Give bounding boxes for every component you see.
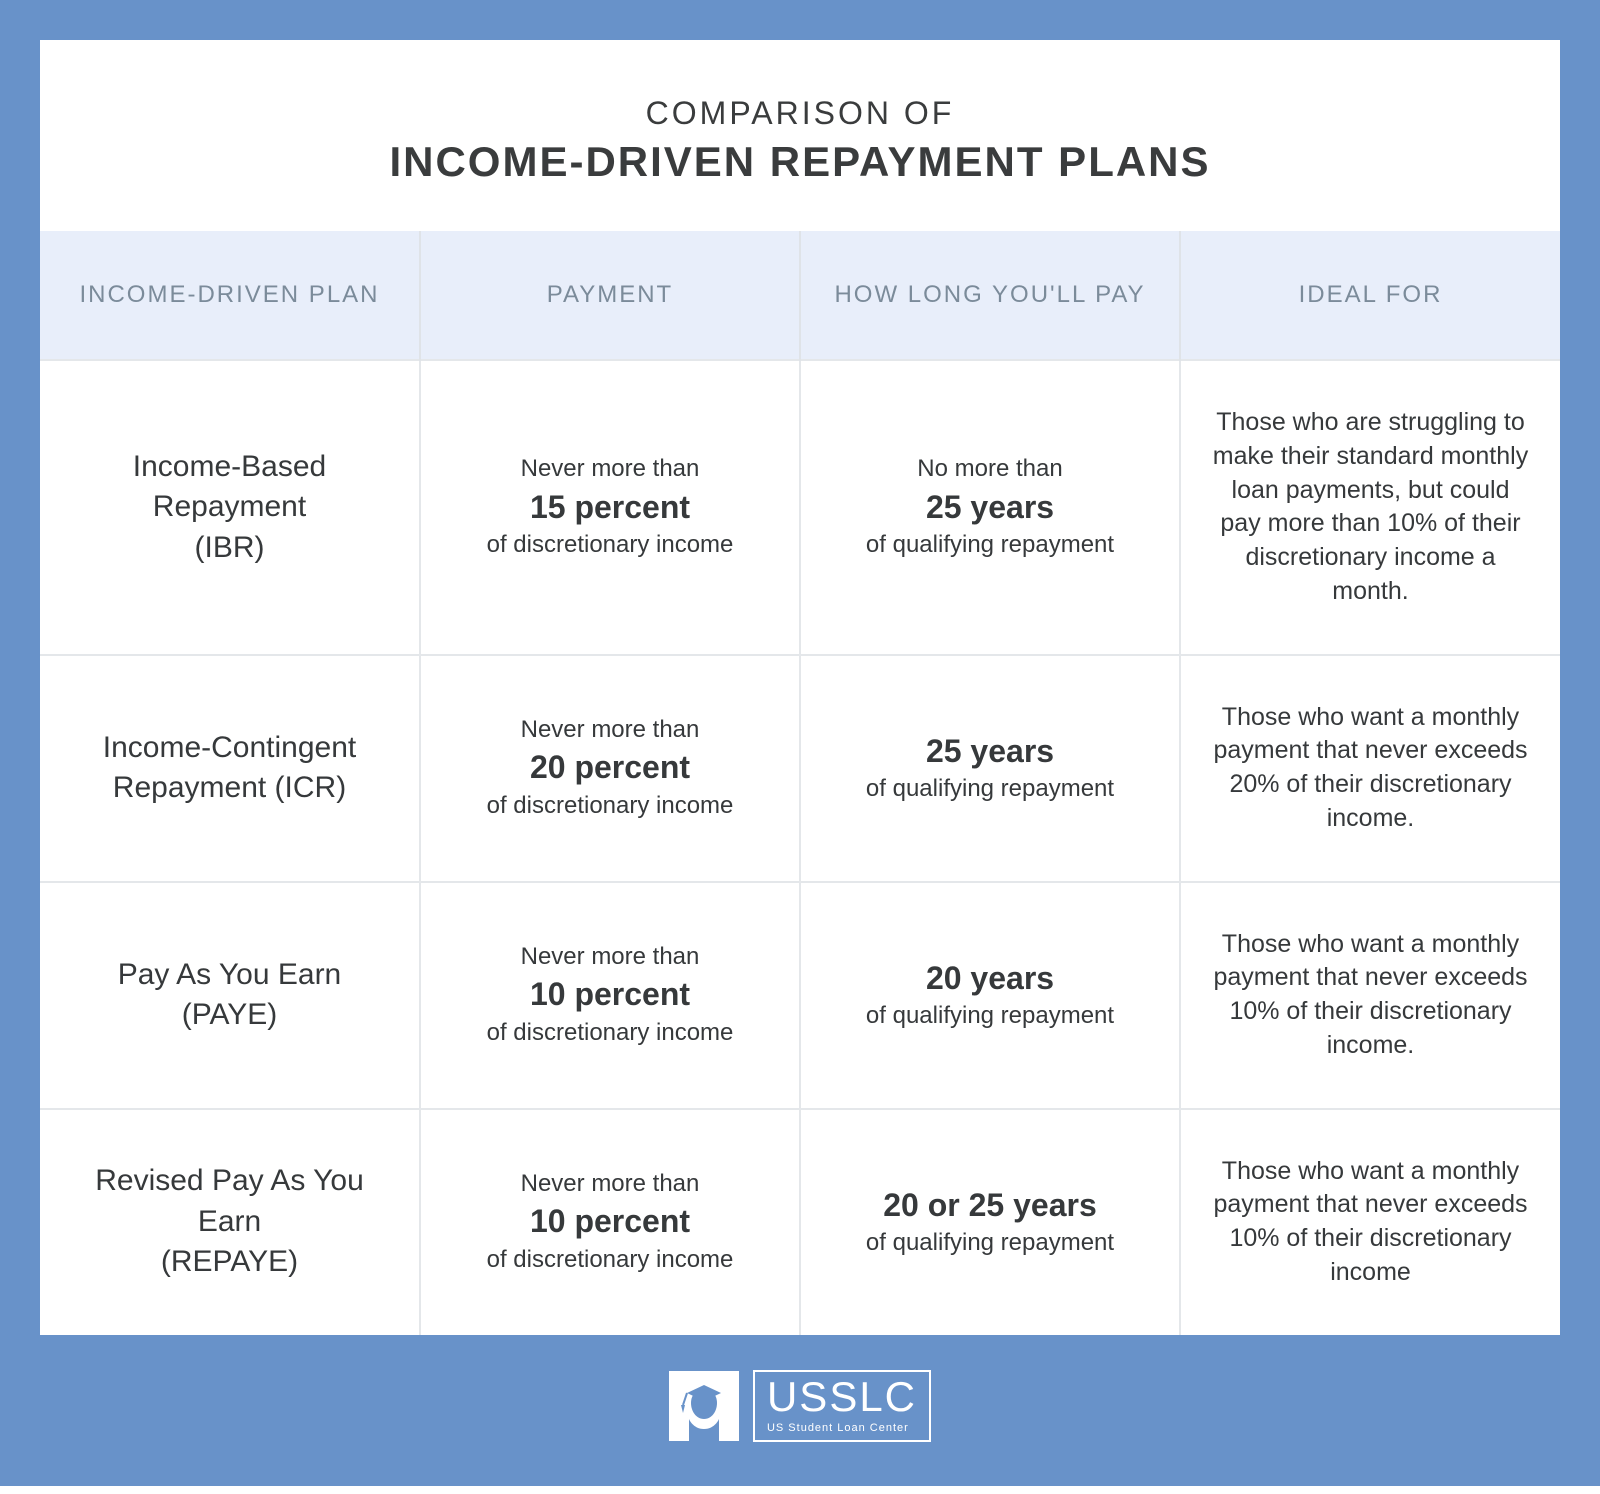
dur-bold: 20 years [831, 957, 1149, 1000]
cell-plan: Income-Contingent Repayment (ICR) [40, 655, 420, 882]
pay-post: of discretionary income [451, 1017, 769, 1049]
card: COMPARISON OF INCOME-DRIVEN REPAYMENT PL… [40, 40, 1560, 1335]
dur-bold: 20 or 25 years [831, 1184, 1149, 1227]
table-row: Pay As You Earn (PAYE) Never more than10 p… [40, 882, 1560, 1109]
pay-pre: Never more than [451, 453, 769, 485]
plan-line2: (IBR) [195, 531, 265, 564]
graduate-icon [669, 1371, 739, 1441]
cell-plan: Revised Pay As You Earn (REPAYE) [40, 1109, 420, 1335]
cell-duration: No more than25 yearsof qualifying repaym… [800, 360, 1180, 655]
title-block: COMPARISON OF INCOME-DRIVEN REPAYMENT PL… [40, 40, 1560, 231]
logo: USSLC US Student Loan Center [669, 1370, 931, 1442]
plan-line2: (REPAYE) [161, 1245, 298, 1278]
pay-bold: 20 percent [451, 746, 769, 789]
title-pre: COMPARISON OF [60, 95, 1540, 132]
cell-plan: Income-Based Repayment (IBR) [40, 360, 420, 655]
cell-ideal: Those who want a monthly payment that ne… [1180, 1109, 1560, 1335]
dur-bold: 25 years [831, 730, 1149, 773]
col-duration: HOW LONG YOU'LL PAY [800, 231, 1180, 360]
plan-line1: Pay As You Earn [118, 958, 342, 991]
cell-ideal: Those who are struggling to make their s… [1180, 360, 1560, 655]
dur-post: of qualifying repayment [831, 1000, 1149, 1032]
ideal-text: Those who want a monthly payment that ne… [1211, 701, 1530, 836]
footer: USSLC US Student Loan Center [40, 1335, 1560, 1456]
plan-line2: Repayment (ICR) [113, 771, 346, 804]
outer-frame: COMPARISON OF INCOME-DRIVEN REPAYMENT PL… [0, 0, 1600, 1486]
cell-payment: Never more than15 percentof discretionar… [420, 360, 800, 655]
col-payment: PAYMENT [420, 231, 800, 360]
table-header-row: INCOME-DRIVEN PLAN PAYMENT HOW LONG YOU'… [40, 231, 1560, 360]
logo-text-box: USSLC US Student Loan Center [753, 1370, 931, 1442]
dur-bold: 25 years [831, 486, 1149, 529]
pay-bold: 15 percent [451, 486, 769, 529]
table-row: Revised Pay As You Earn (REPAYE) Never mor… [40, 1109, 1560, 1335]
col-ideal: IDEAL FOR [1180, 231, 1560, 360]
comparison-table: INCOME-DRIVEN PLAN PAYMENT HOW LONG YOU'… [40, 231, 1560, 1335]
cell-plan: Pay As You Earn (PAYE) [40, 882, 420, 1109]
plan-line1: Income-Contingent [103, 731, 356, 764]
pay-pre: Never more than [451, 714, 769, 746]
pay-post: of discretionary income [451, 1244, 769, 1276]
table-row: Income-Based Repayment (IBR) Never more th… [40, 360, 1560, 655]
ideal-text: Those who want a monthly payment that ne… [1211, 928, 1530, 1063]
logo-main: USSLC [767, 1376, 917, 1418]
pay-post: of discretionary income [451, 529, 769, 561]
logo-sub: US Student Loan Center [767, 1422, 917, 1434]
dur-post: of qualifying repayment [831, 1227, 1149, 1259]
plan-line1: Revised Pay As You Earn [95, 1164, 364, 1238]
cell-duration: 25 yearsof qualifying repayment [800, 655, 1180, 882]
pay-pre: Never more than [451, 1168, 769, 1200]
ideal-text: Those who want a monthly payment that ne… [1211, 1155, 1530, 1290]
col-plan: INCOME-DRIVEN PLAN [40, 231, 420, 360]
dur-post: of qualifying repayment [831, 529, 1149, 561]
plan-line1: Income-Based Repayment [133, 450, 326, 524]
cell-duration: 20 or 25 yearsof qualifying repayment [800, 1109, 1180, 1335]
pay-pre: Never more than [451, 941, 769, 973]
cell-ideal: Those who want a monthly payment that ne… [1180, 655, 1560, 882]
pay-post: of discretionary income [451, 790, 769, 822]
dur-pre: No more than [831, 453, 1149, 485]
dur-post: of qualifying repayment [831, 773, 1149, 805]
pay-bold: 10 percent [451, 973, 769, 1016]
cell-payment: Never more than10 percentof discretionar… [420, 882, 800, 1109]
cell-duration: 20 yearsof qualifying repayment [800, 882, 1180, 1109]
title-main: INCOME-DRIVEN REPAYMENT PLANS [60, 138, 1540, 186]
cell-ideal: Those who want a monthly payment that ne… [1180, 882, 1560, 1109]
cell-payment: Never more than20 percentof discretionar… [420, 655, 800, 882]
ideal-text: Those who are struggling to make their s… [1211, 406, 1530, 609]
table-row: Income-Contingent Repayment (ICR) Never mo… [40, 655, 1560, 882]
plan-line2: (PAYE) [182, 998, 278, 1031]
cell-payment: Never more than10 percentof discretionar… [420, 1109, 800, 1335]
pay-bold: 10 percent [451, 1200, 769, 1243]
